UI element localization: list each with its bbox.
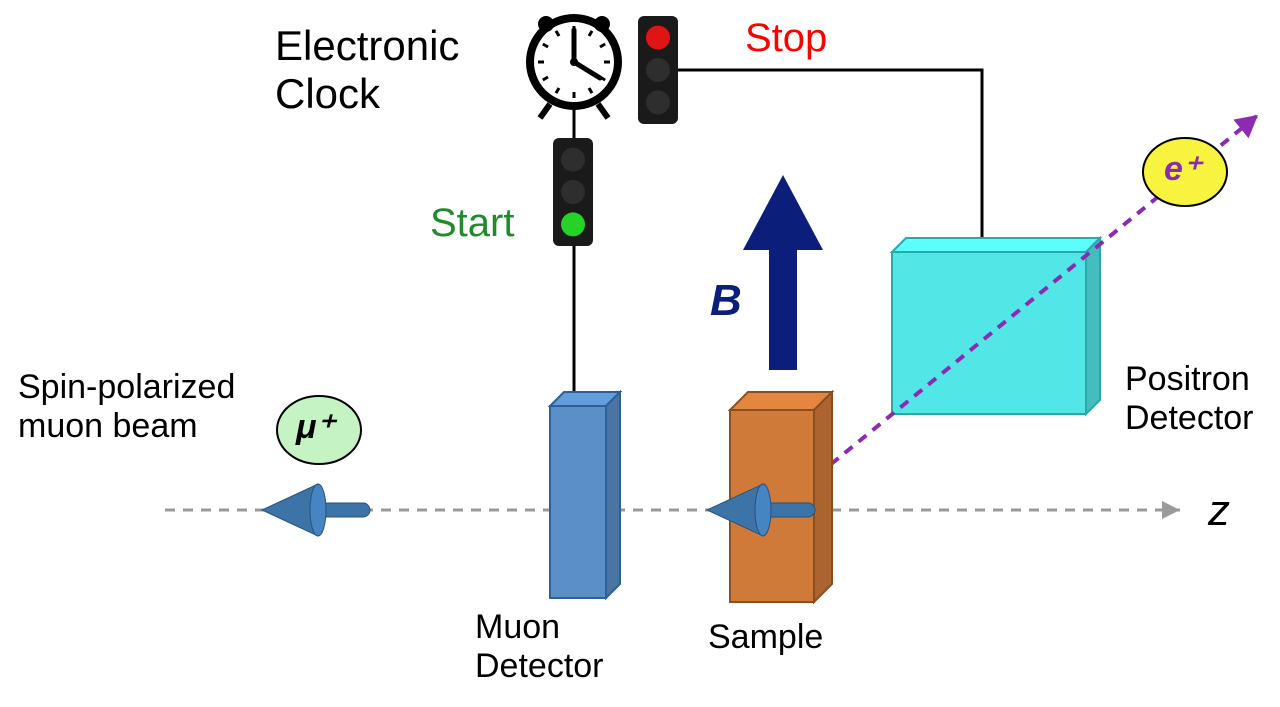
z-axis-arrowhead bbox=[1162, 501, 1180, 519]
label-positron-detector: Positron Detector bbox=[1125, 360, 1254, 438]
label-muon-detector: Muon Detector bbox=[475, 608, 604, 686]
positron-detector bbox=[892, 238, 1100, 414]
positron-arrowhead bbox=[1233, 115, 1258, 138]
traffic-light-start bbox=[553, 138, 593, 246]
label-z: z bbox=[1208, 486, 1230, 537]
traffic-light-stop bbox=[638, 16, 678, 124]
label-spin-beam: Spin-polarized muon beam bbox=[18, 368, 235, 446]
label-mu-plus: μ⁺ bbox=[296, 408, 334, 447]
label-B: B bbox=[710, 276, 742, 327]
label-e-plus: e⁺ bbox=[1164, 150, 1201, 189]
wire-2 bbox=[678, 70, 982, 252]
label-start: Start bbox=[430, 200, 514, 246]
b-field-arrow bbox=[743, 175, 823, 370]
muon-detector bbox=[550, 392, 620, 598]
spin-arrow-0 bbox=[262, 484, 370, 536]
label-sample: Sample bbox=[708, 618, 823, 657]
label-electronic-clock: Electronic Clock bbox=[275, 22, 459, 119]
label-stop: Stop bbox=[745, 15, 827, 61]
clock-icon bbox=[530, 16, 618, 118]
